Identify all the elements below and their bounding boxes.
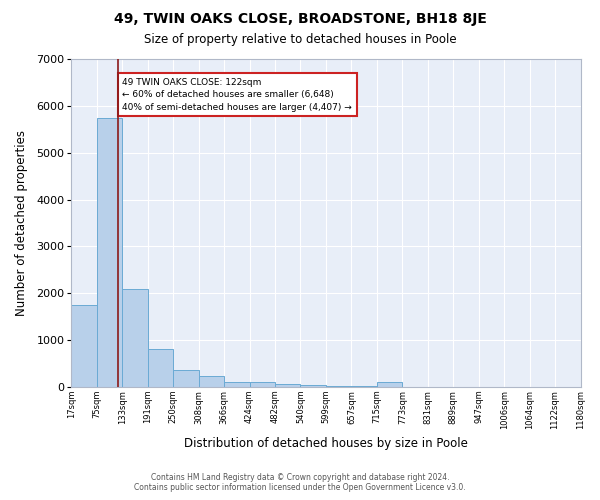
Y-axis label: Number of detached properties: Number of detached properties xyxy=(15,130,28,316)
Bar xyxy=(301,386,326,387)
Bar xyxy=(122,290,148,387)
Bar xyxy=(173,370,199,387)
Text: Size of property relative to detached houses in Poole: Size of property relative to detached ho… xyxy=(143,32,457,46)
Bar xyxy=(71,305,97,387)
Bar xyxy=(97,118,122,387)
Bar xyxy=(199,376,224,387)
Bar xyxy=(352,386,377,387)
Bar xyxy=(224,382,250,387)
Text: 49 TWIN OAKS CLOSE: 122sqm
← 60% of detached houses are smaller (6,648)
40% of s: 49 TWIN OAKS CLOSE: 122sqm ← 60% of deta… xyxy=(122,78,352,112)
Bar xyxy=(148,350,173,387)
X-axis label: Distribution of detached houses by size in Poole: Distribution of detached houses by size … xyxy=(184,437,468,450)
Text: Contains HM Land Registry data © Crown copyright and database right 2024.
Contai: Contains HM Land Registry data © Crown c… xyxy=(134,473,466,492)
Bar xyxy=(377,382,403,387)
Bar xyxy=(275,384,301,387)
Bar xyxy=(250,382,275,387)
Text: 49, TWIN OAKS CLOSE, BROADSTONE, BH18 8JE: 49, TWIN OAKS CLOSE, BROADSTONE, BH18 8J… xyxy=(113,12,487,26)
Bar xyxy=(326,386,352,387)
